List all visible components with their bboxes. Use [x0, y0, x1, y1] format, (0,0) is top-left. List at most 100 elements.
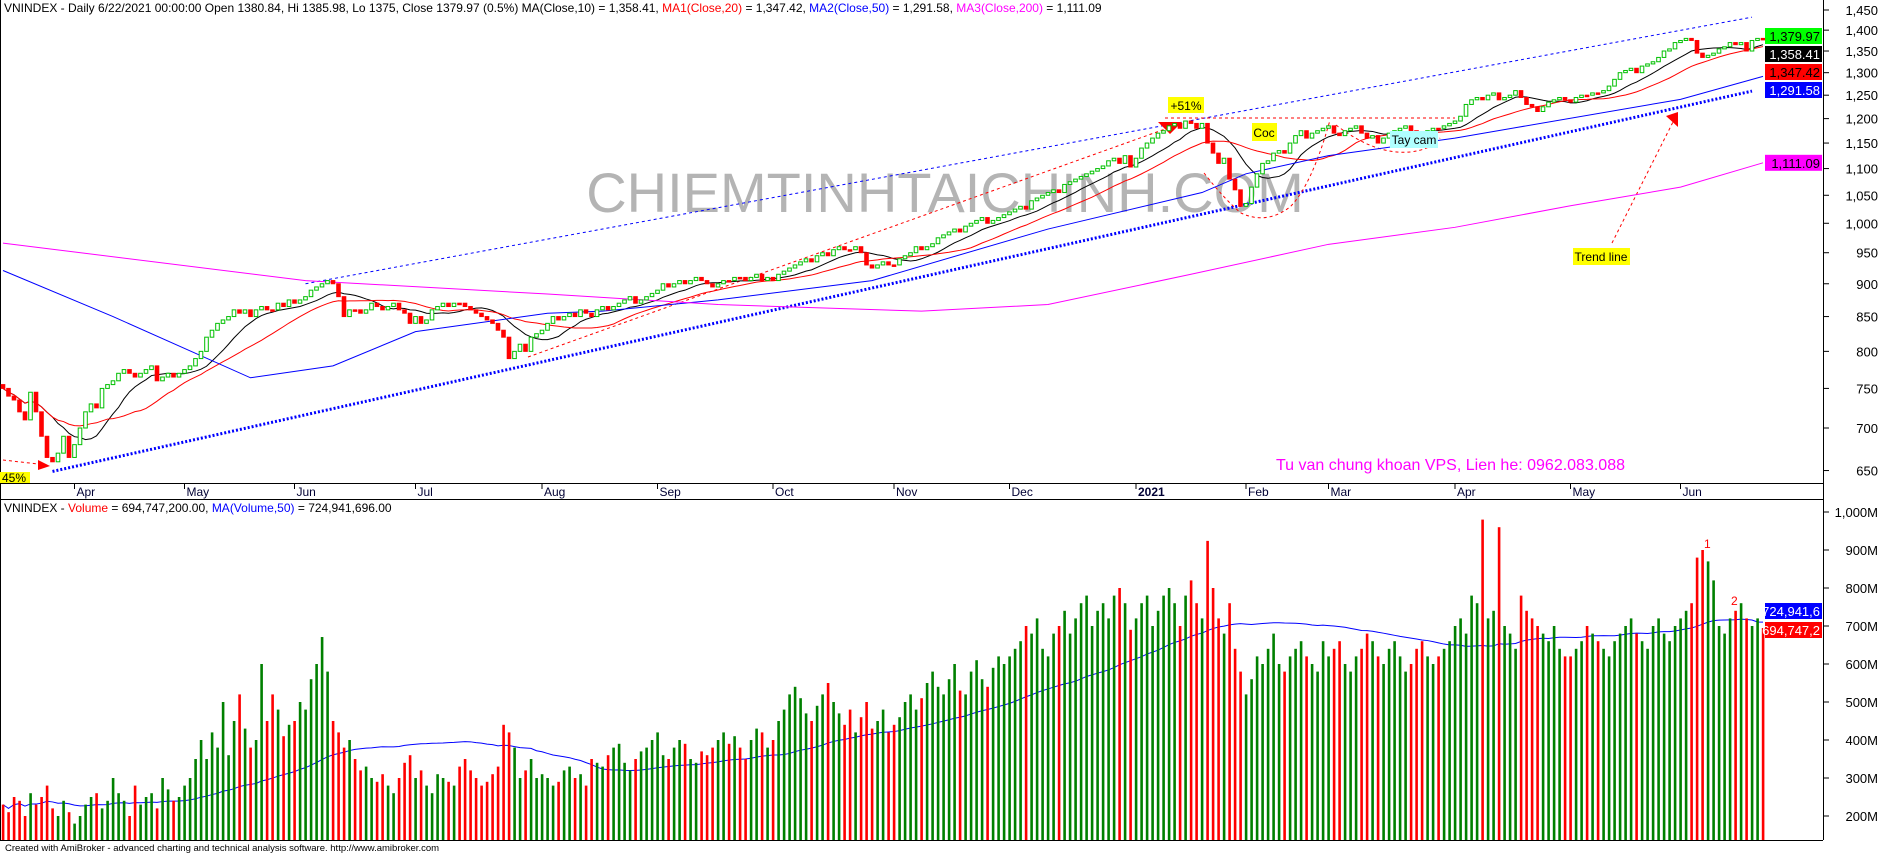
- volume-bar: [1162, 595, 1165, 840]
- date-tick-label: Jun: [1683, 485, 1702, 499]
- value-tags: 1,379.97 1,358.41 1,347.42 1,291.58 1,111.09…: [1762, 28, 1822, 638]
- candle: [1265, 160, 1271, 164]
- candle: [143, 369, 149, 374]
- date-tick-label: Mar: [1331, 485, 1352, 499]
- volume-bar: [1750, 626, 1754, 840]
- volume-bar: [573, 778, 577, 840]
- volume-bar: [782, 709, 786, 840]
- candle: [1755, 37, 1760, 41]
- candle: [253, 309, 259, 318]
- volume-bar: [205, 759, 208, 840]
- candle: [517, 343, 523, 352]
- volume-bar: [788, 694, 791, 840]
- volume-bar: [1717, 626, 1721, 840]
- volume-bar: [133, 785, 137, 840]
- volume-bar: [1712, 580, 1715, 840]
- candle: [1166, 125, 1172, 132]
- volume-bar: [1684, 610, 1688, 840]
- candle: [407, 312, 413, 324]
- candle: [1249, 186, 1254, 205]
- candle: [583, 309, 589, 314]
- volume-bar: [359, 770, 362, 840]
- candle: [528, 336, 534, 352]
- candle: [968, 222, 974, 227]
- volume-bar: [909, 694, 912, 840]
- candle: [149, 365, 154, 371]
- candle: [237, 309, 242, 314]
- volume-bar: [1761, 628, 1765, 840]
- candle: [231, 309, 237, 318]
- volume-bar: [1481, 519, 1484, 840]
- candle: [440, 302, 446, 308]
- candle: [127, 369, 132, 374]
- value-tag-label-volume: 694,747,2: [1762, 623, 1820, 638]
- volume-bar: [419, 770, 423, 840]
- volume-bar: [1079, 603, 1083, 840]
- volume-bar: [689, 759, 692, 840]
- candle: [308, 289, 314, 298]
- volume-bar: [518, 778, 522, 840]
- volume-bar: [1090, 626, 1094, 840]
- volume-bar: [1244, 694, 1248, 840]
- candle: [110, 380, 116, 386]
- candle: [286, 299, 292, 308]
- candle: [935, 237, 941, 245]
- volume-bar: [100, 808, 104, 840]
- date-tick-label: Feb: [1248, 485, 1269, 499]
- candle: [1007, 211, 1012, 216]
- volume-bar: [832, 702, 835, 840]
- candle: [1678, 39, 1683, 44]
- volume-bar: [474, 778, 478, 840]
- volume-bar: [1200, 618, 1204, 840]
- volume-bar: [535, 778, 538, 840]
- volume-bar: [1316, 671, 1319, 840]
- volume-bar: [342, 747, 346, 840]
- candle: [567, 312, 572, 318]
- candle: [121, 369, 127, 374]
- volume-bar: [1662, 633, 1666, 840]
- candle: [1551, 99, 1557, 103]
- ma1-label: MA1(Close,20): [662, 1, 743, 15]
- candle: [776, 273, 781, 282]
- price-tick-label: 850: [1856, 310, 1878, 325]
- volume-bar: [1041, 648, 1044, 840]
- candle: [891, 264, 897, 267]
- candle: [699, 276, 704, 282]
- ma3-value: = 1,111.09: [1042, 1, 1102, 15]
- candle: [688, 280, 693, 285]
- volume-bar: [1283, 671, 1286, 840]
- volume-tick-label: 1,000M: [1835, 505, 1878, 520]
- volume-bar: [529, 759, 533, 840]
- candle: [1287, 142, 1293, 154]
- candle: [462, 302, 468, 308]
- candle: [781, 270, 787, 275]
- price-tick-label: 1,450: [1845, 3, 1878, 18]
- volume-bar: [1525, 610, 1528, 840]
- candle: [1001, 214, 1007, 219]
- value-tag-label-close: 1,379.97: [1769, 29, 1820, 44]
- candle: [1375, 135, 1381, 144]
- volume-bar: [1140, 603, 1143, 840]
- volume-bar: [848, 709, 852, 840]
- date-tick-label: Apr: [77, 485, 96, 499]
- volume-bar: [821, 694, 824, 840]
- volume-bar: [260, 664, 263, 840]
- candle: [314, 286, 319, 291]
- volume-bar: [128, 816, 131, 840]
- volume-bar: [1558, 648, 1561, 840]
- candle: [941, 234, 946, 239]
- volume-bar: [304, 709, 307, 840]
- volume-bar: [276, 709, 280, 840]
- volume-bar: [1123, 603, 1127, 840]
- price-tick-label: 1,350: [1845, 44, 1878, 59]
- volume-bar: [925, 683, 929, 840]
- volume-bar: [1591, 633, 1594, 840]
- volume-bar: [1030, 633, 1033, 840]
- volume-bar: [1602, 648, 1605, 840]
- volume-bar: [958, 690, 962, 840]
- candle: [561, 316, 567, 321]
- volume-tick-label: 800M: [1845, 581, 1878, 596]
- volume-bar: [315, 664, 318, 840]
- volume-bar: [1173, 603, 1176, 840]
